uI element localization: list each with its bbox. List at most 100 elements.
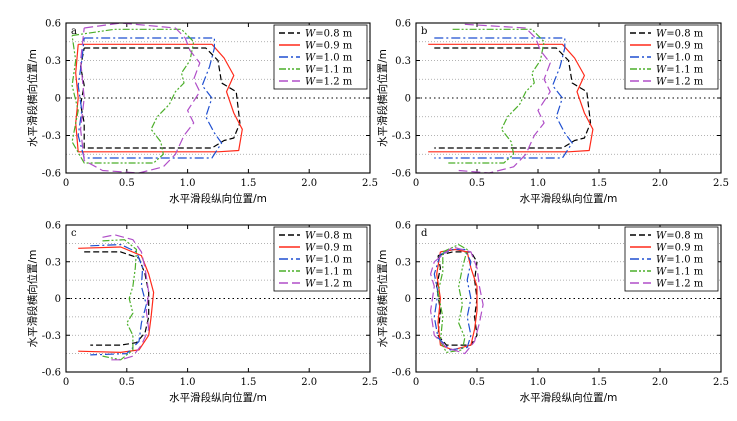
y-tick-label: -0.3 xyxy=(392,131,411,142)
series-line xyxy=(458,23,551,174)
legend: W=0.8 mW=0.9 mW=1.0 mW=1.1 mW=1.2 m xyxy=(273,226,368,292)
series-line xyxy=(75,43,243,153)
y-tick-label: 0 xyxy=(405,94,411,105)
x-axis-label: 水平滑段纵向位置/m xyxy=(169,192,267,205)
series-line xyxy=(71,28,195,164)
y-tick-label: 0.6 xyxy=(45,221,61,232)
x-tick-label: 2.5 xyxy=(713,178,729,189)
legend: W=0.8 mW=0.9 mW=1.0 mW=1.1 mW=1.2 m xyxy=(273,24,368,90)
y-tick-label: 0 xyxy=(405,294,411,305)
y-axis-label: 水平滑段横向位置/m xyxy=(26,49,39,147)
series-line xyxy=(428,43,594,153)
series-line xyxy=(433,248,472,351)
panel-b: 0 0.5 1.0 1.5 2.0 2.5-0.6-0.300.30.6b W=0.8 mW… xyxy=(376,19,729,206)
x-tick-label: 0.5 xyxy=(119,377,135,388)
y-tick-label: -0.3 xyxy=(42,331,61,342)
y-tick-label: 0.3 xyxy=(395,257,411,268)
series-line xyxy=(84,251,150,346)
legend-label: W=1.0 m xyxy=(305,255,353,266)
plot-frame xyxy=(415,224,722,373)
x-tick-label: 1.0 xyxy=(180,178,196,189)
x-tick-label: 0.5 xyxy=(469,377,485,388)
x-tick-label: 1.5 xyxy=(240,178,256,189)
y-axis-label: 水平滑段横向位置/m xyxy=(376,49,389,147)
legend-label: W=1.1 m xyxy=(305,65,353,76)
x-tick-label: 2.0 xyxy=(301,377,317,388)
y-tick-label: 0.3 xyxy=(45,257,61,268)
panel-c: 0 0.5 1.0 1.5 2.0 2.5-0.6-0.300.30.6c W=0.8 mW… xyxy=(26,221,378,405)
series-line xyxy=(77,37,223,159)
x-tick-label: 1.0 xyxy=(530,178,546,189)
x-tick-label: 1.0 xyxy=(180,377,196,388)
legend-label: W=0.8 m xyxy=(305,231,353,242)
legend-label: W=0.9 m xyxy=(656,243,704,254)
panel-d: 0 0.5 1.0 1.5 2.0 2.5-0.6-0.300.30.6d W=0.8 mW… xyxy=(376,221,729,405)
legend: W=0.8 mW=0.9 mW=1.0 mW=1.1 mW=1.2 m xyxy=(624,226,719,292)
y-tick-label: 0.6 xyxy=(395,221,411,232)
series-line xyxy=(90,244,147,356)
series-line xyxy=(446,28,545,164)
plot-frame xyxy=(415,22,722,174)
panel-letter: a xyxy=(71,26,77,37)
series-line xyxy=(434,37,573,159)
series-line xyxy=(102,234,150,361)
x-tick-label: 2.0 xyxy=(301,178,317,189)
x-tick-label: 0 xyxy=(63,178,69,189)
x-tick-label: 1.0 xyxy=(530,377,546,388)
x-tick-label: 1.5 xyxy=(240,377,256,388)
x-tick-label: 0.5 xyxy=(119,178,135,189)
x-axis-label: 水平滑段纵向位置/m xyxy=(520,391,618,404)
x-axis-label: 水平滑段纵向位置/m xyxy=(169,391,267,404)
y-tick-label: 0 xyxy=(55,94,61,105)
y-tick-label: 0 xyxy=(55,294,61,305)
x-axis-label: 水平滑段纵向位置/m xyxy=(520,192,618,205)
legend: W=0.8 mW=0.9 mW=1.0 mW=1.1 mW=1.2 m xyxy=(624,24,719,90)
panel-a: 0 0.5 1.0 1.5 2.0 2.5-0.6-0.300.30.6a W=0.8 mW… xyxy=(26,19,378,206)
legend-label: W=0.9 m xyxy=(656,41,704,52)
y-tick-label: -0.6 xyxy=(392,169,411,180)
legend-label: W=1.0 m xyxy=(656,53,704,64)
legend-label: W=1.1 m xyxy=(305,267,353,278)
x-tick-label: 0 xyxy=(63,377,69,388)
legend-label: W=0.9 m xyxy=(305,41,353,52)
legend-label: W=1.2 m xyxy=(656,77,704,88)
series-line xyxy=(102,239,138,361)
plot-frame xyxy=(65,22,371,174)
legend-label: W=1.2 m xyxy=(305,279,353,290)
y-tick-label: -0.6 xyxy=(42,169,61,180)
plot-frame xyxy=(65,224,371,373)
legend-label: W=1.1 m xyxy=(656,65,704,76)
series-line xyxy=(436,248,478,351)
x-tick-label: 1.5 xyxy=(591,377,607,388)
y-tick-label: -0.6 xyxy=(42,368,61,379)
x-tick-label: 0 xyxy=(413,178,419,189)
series-line xyxy=(437,244,468,353)
y-tick-label: 0.6 xyxy=(395,19,411,30)
legend-label: W=1.0 m xyxy=(305,53,353,64)
legend-label: W=1.1 m xyxy=(656,267,704,278)
legend-label: W=0.8 m xyxy=(656,231,704,242)
series-line xyxy=(434,47,592,149)
y-axis-label: 水平滑段横向位置/m xyxy=(376,250,389,348)
legend-box xyxy=(624,226,719,292)
y-tick-label: 0.6 xyxy=(45,19,61,30)
panel-letter: b xyxy=(421,26,427,37)
legend-label: W=1.2 m xyxy=(656,279,704,290)
x-tick-label: 2.5 xyxy=(362,178,378,189)
series-line xyxy=(79,22,201,174)
y-axis-label: 水平滑段横向位置/m xyxy=(26,250,39,348)
legend-label: W=1.2 m xyxy=(305,77,353,88)
legend-label: W=0.9 m xyxy=(305,243,353,254)
series-line xyxy=(430,246,484,355)
panel-letter: d xyxy=(421,228,428,239)
y-tick-label: -0.3 xyxy=(392,331,411,342)
y-tick-label: -0.3 xyxy=(42,131,61,142)
y-tick-label: 0.3 xyxy=(395,56,411,67)
panel-letter: c xyxy=(71,228,77,239)
y-tick-label: -0.6 xyxy=(392,368,411,379)
x-tick-label: 2.0 xyxy=(652,377,668,388)
legend-box xyxy=(624,24,719,90)
legend-box xyxy=(273,24,368,90)
legend-label: W=0.8 m xyxy=(305,29,353,40)
